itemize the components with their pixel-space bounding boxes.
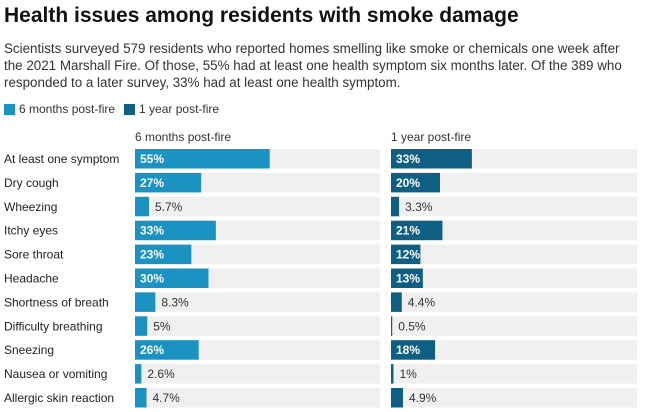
value-label: 13% (396, 271, 420, 285)
bar-allergic-skin-reaction-6-months-post-fire (135, 388, 147, 408)
value-label: 33% (396, 152, 420, 166)
legend: 6 months post-fire 1 year post-fire (4, 101, 228, 117)
bar-wheezing-1-year-post-fire (391, 196, 400, 217)
value-label: 4.4% (408, 295, 436, 309)
category-label-dry-cough: Dry cough (4, 176, 59, 190)
legend-label-1-year: 1 year post-fire (139, 102, 220, 116)
category-label-sneezing: Sneezing (4, 343, 54, 357)
value-label: 30% (140, 271, 164, 285)
legend-label-6-months: 6 months post-fire (19, 102, 116, 116)
value-label: 12% (396, 248, 420, 262)
bar-nausea-or-vomiting-6-months-post-fire (135, 364, 142, 384)
category-label-wheezing: Wheezing (4, 200, 57, 214)
value-label: 5.7% (155, 200, 183, 214)
value-label: 20% (396, 176, 420, 190)
bar-sneezing-1-year-post-fire (391, 340, 436, 360)
bar-track (135, 244, 380, 265)
value-label: 4.9% (409, 391, 437, 405)
value-label: 2.6% (147, 367, 175, 381)
bar-difficulty-breathing-1-year-post-fire (391, 316, 393, 336)
panel-header-6-months-post-fire: 6 months post-fire (135, 130, 231, 144)
bar-shortness-of-breath-6-months-post-fire (135, 292, 156, 312)
legend-swatch-6-months (4, 103, 15, 115)
bar-track (135, 388, 380, 408)
value-label: 3.3% (405, 200, 433, 214)
bar-track (391, 340, 637, 360)
bar-track (135, 364, 380, 384)
category-label-shortness-of-breath: Shortness of breath (4, 295, 109, 309)
bar-track (391, 388, 637, 408)
bar-track (391, 196, 637, 217)
value-label: 23% (140, 248, 164, 262)
bar-difficulty-breathing-6-months-post-fire (135, 316, 148, 336)
bar-track (391, 244, 637, 265)
bar-track (135, 316, 380, 336)
bar-sore-throat-1-year-post-fire (391, 244, 421, 265)
chart-subtitle: Scientists surveyed 579 residents who re… (4, 41, 622, 90)
value-label: 27% (140, 176, 164, 190)
value-label: 21% (396, 224, 420, 238)
bar-wheezing-6-months-post-fire (135, 196, 149, 217)
category-label-sore-throat: Sore throat (4, 248, 64, 262)
category-label-itchy-eyes: Itchy eyes (4, 224, 58, 238)
bar-dry-cough-6-months-post-fire (135, 172, 202, 193)
category-label-nausea-or-vomiting: Nausea or vomiting (4, 367, 107, 381)
bar-headache-6-months-post-fire (135, 268, 209, 288)
bar-track (391, 268, 637, 288)
bar-dry-cough-1-year-post-fire (391, 172, 440, 193)
bar-track (391, 364, 637, 384)
category-label-difficulty-breathing: Difficulty breathing (4, 319, 103, 333)
legend-item-6-months: 6 months post-fire (4, 102, 115, 116)
bar-at-least-one-symptom-1-year-post-fire (391, 149, 472, 169)
bar-track (391, 292, 637, 312)
bar-sore-throat-6-months-post-fire (135, 244, 192, 265)
bar-track (391, 220, 637, 241)
category-label-at-least-one-symptom: At least one symptom (4, 152, 119, 166)
bar-track (135, 292, 380, 312)
panel-header-1-year-post-fire: 1 year post-fire (391, 130, 471, 144)
category-label-allergic-skin-reaction: Allergic skin reaction (4, 391, 114, 405)
value-label: 1% (399, 367, 417, 381)
legend-item-1-year: 1 year post-fire (124, 102, 219, 116)
bar-at-least-one-symptom-6-months-post-fire (135, 149, 270, 169)
bar-itchy-eyes-6-months-post-fire (135, 220, 216, 241)
value-label: 4.7% (153, 391, 181, 405)
value-label: 18% (396, 343, 420, 357)
value-label: 26% (140, 343, 164, 357)
bar-itchy-eyes-1-year-post-fire (391, 220, 443, 241)
bar-headache-1-year-post-fire (391, 268, 423, 288)
bar-shortness-of-breath-1-year-post-fire (391, 292, 402, 312)
bar-nausea-or-vomiting-1-year-post-fire (391, 364, 394, 384)
category-label-headache: Headache (4, 271, 59, 285)
value-label: 0.5% (398, 319, 426, 333)
value-label: 5% (153, 319, 171, 333)
bar-track (391, 316, 637, 336)
bar-track (391, 172, 637, 193)
bar-track (135, 196, 380, 217)
value-label: 55% (140, 152, 164, 166)
value-label: 8.3% (161, 295, 189, 309)
bar-allergic-skin-reaction-1-year-post-fire (391, 388, 404, 408)
value-label: 33% (140, 224, 164, 238)
chart-title: Health issues among residents with smoke… (4, 4, 519, 27)
legend-swatch-1-year (124, 103, 136, 115)
bar-sneezing-6-months-post-fire (135, 340, 199, 360)
